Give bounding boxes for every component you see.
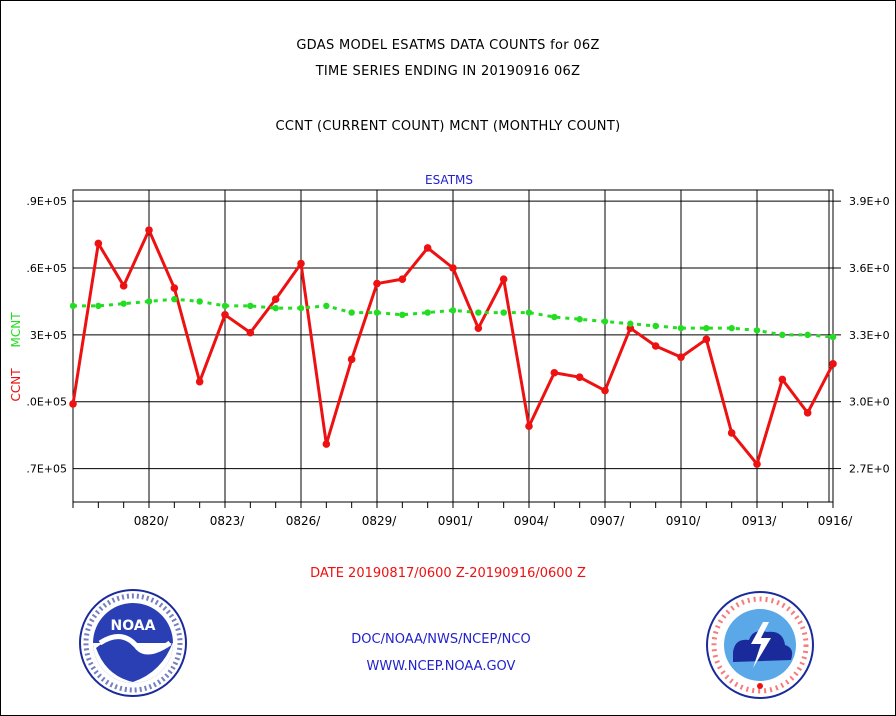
chart-title-line1: GDAS MODEL ESATMS DATA COUNTS for 06Z bbox=[296, 38, 600, 53]
data-point-mcnt bbox=[449, 307, 457, 314]
y-axis-label-ccnt: CCNT bbox=[9, 368, 23, 402]
data-point-ccnt bbox=[829, 360, 837, 368]
y-right-tick-label: 2.7E+0 bbox=[849, 463, 890, 476]
data-point-ccnt bbox=[550, 368, 559, 377]
y-left-tick-label: 3E+05 bbox=[30, 329, 67, 342]
y-right-tick-label: 3.9E+0 bbox=[849, 195, 890, 208]
plot-border bbox=[72, 189, 834, 503]
data-point-ccnt bbox=[119, 282, 128, 290]
y-right-tick-label: 3.6E+0 bbox=[849, 262, 890, 275]
x-tick-label: 0823/ bbox=[210, 514, 246, 528]
data-point-ccnt bbox=[474, 324, 483, 332]
data-point-ccnt bbox=[702, 335, 711, 344]
x-tick-label: 0907/ bbox=[590, 514, 626, 528]
data-point-ccnt bbox=[322, 440, 331, 448]
y-left-tick-label: .7E+05 bbox=[26, 463, 67, 476]
data-point-ccnt bbox=[525, 422, 533, 431]
x-tick-label: 0904/ bbox=[514, 514, 550, 528]
data-point-mcnt bbox=[551, 313, 558, 321]
data-point-mcnt bbox=[247, 302, 254, 310]
data-point-mcnt bbox=[779, 331, 786, 339]
data-point-ccnt bbox=[145, 226, 153, 234]
data-point-mcnt bbox=[95, 302, 102, 310]
chart-axes bbox=[72, 189, 841, 508]
data-point-mcnt bbox=[196, 298, 203, 305]
data-point-ccnt bbox=[499, 275, 508, 283]
data-point-mcnt bbox=[500, 309, 507, 316]
y-axis-label-mcnt: MCNT bbox=[9, 312, 23, 348]
chart-series bbox=[69, 226, 837, 468]
data-point-mcnt bbox=[475, 309, 482, 316]
data-point-ccnt bbox=[727, 429, 736, 437]
data-point-mcnt bbox=[703, 324, 710, 332]
data-point-mcnt bbox=[424, 309, 431, 316]
data-point-ccnt bbox=[347, 355, 356, 364]
data-point-mcnt bbox=[297, 304, 305, 312]
chart-grid bbox=[73, 190, 834, 502]
data-point-ccnt bbox=[651, 342, 660, 350]
data-point-mcnt bbox=[373, 309, 381, 316]
data-point-ccnt bbox=[271, 295, 280, 304]
data-point-mcnt bbox=[829, 333, 837, 341]
data-point-ccnt bbox=[449, 264, 457, 272]
data-point-ccnt bbox=[221, 311, 229, 319]
chart-tick-labels: .7E+05 2.7E+0 .0E+05 3.0E+0 3E+05 3.3E+0 .6E+0… bbox=[26, 195, 889, 528]
y-left-tick-label: .6E+05 bbox=[26, 262, 67, 275]
data-point-mcnt bbox=[652, 322, 659, 330]
y-right-tick-label: 3.3E+0 bbox=[849, 329, 890, 342]
data-point-ccnt bbox=[677, 353, 685, 361]
data-point-ccnt bbox=[753, 460, 761, 468]
data-point-mcnt bbox=[804, 331, 811, 339]
data-point-ccnt bbox=[398, 275, 407, 283]
x-tick-label: 0826/ bbox=[286, 514, 322, 528]
data-point-mcnt bbox=[145, 298, 153, 305]
chart-title-line3: CCNT (CURRENT COUNT) MCNT (MONTHLY COUNT… bbox=[275, 119, 621, 134]
data-point-mcnt bbox=[120, 300, 127, 307]
y-left-tick-label: .9E+05 bbox=[26, 195, 67, 208]
data-point-mcnt bbox=[576, 316, 583, 323]
nws-logo bbox=[706, 591, 814, 699]
x-tick-label: 0910/ bbox=[666, 514, 702, 528]
x-tick-label: 0901/ bbox=[438, 514, 474, 528]
x-tick-label: 0829/ bbox=[362, 514, 398, 528]
data-point-mcnt bbox=[323, 302, 330, 310]
data-point-mcnt bbox=[221, 302, 229, 310]
data-point-ccnt bbox=[195, 377, 204, 386]
data-point-mcnt bbox=[348, 309, 355, 316]
data-point-ccnt bbox=[575, 373, 584, 382]
data-point-mcnt bbox=[525, 309, 533, 316]
chart-title-line2: TIME SERIES ENDING IN 20190916 06Z bbox=[315, 64, 581, 79]
data-point-ccnt bbox=[423, 244, 432, 252]
data-point-mcnt bbox=[627, 320, 634, 327]
noaa-logo-text: NOAA bbox=[111, 618, 156, 634]
data-point-mcnt bbox=[69, 302, 77, 310]
data-point-ccnt bbox=[170, 284, 179, 292]
data-point-ccnt bbox=[803, 409, 812, 417]
x-tick-label: 0913/ bbox=[742, 514, 778, 528]
x-tick-label: 0916/ bbox=[818, 514, 854, 528]
data-point-mcnt bbox=[677, 324, 685, 332]
data-point-mcnt bbox=[601, 318, 609, 325]
chart-subtitle: ESATMS bbox=[425, 173, 473, 187]
data-point-ccnt bbox=[297, 259, 305, 268]
footer-org: DOC/NOAA/NWS/NCEP/NCO bbox=[351, 632, 531, 647]
data-point-ccnt bbox=[373, 279, 381, 288]
noaa-logo: NOAA bbox=[79, 589, 187, 697]
data-point-ccnt bbox=[69, 400, 77, 408]
date-range-label: DATE 20190817/0600 Z-20190916/0600 Z bbox=[310, 566, 586, 581]
data-point-mcnt bbox=[399, 311, 406, 318]
y-left-tick-label: .0E+05 bbox=[26, 396, 67, 409]
data-point-mcnt bbox=[272, 304, 279, 312]
data-point-ccnt bbox=[94, 239, 103, 248]
data-point-mcnt bbox=[753, 327, 761, 334]
x-tick-label: 0820/ bbox=[134, 514, 170, 528]
data-point-ccnt bbox=[778, 375, 787, 384]
footer-url[interactable]: WWW.NCEP.NOAA.GOV bbox=[366, 659, 516, 674]
data-point-ccnt bbox=[246, 328, 255, 337]
data-point-mcnt bbox=[728, 324, 735, 332]
data-point-ccnt bbox=[601, 386, 609, 395]
y-right-tick-label: 3.0E+0 bbox=[849, 396, 890, 409]
data-point-mcnt bbox=[171, 296, 178, 303]
